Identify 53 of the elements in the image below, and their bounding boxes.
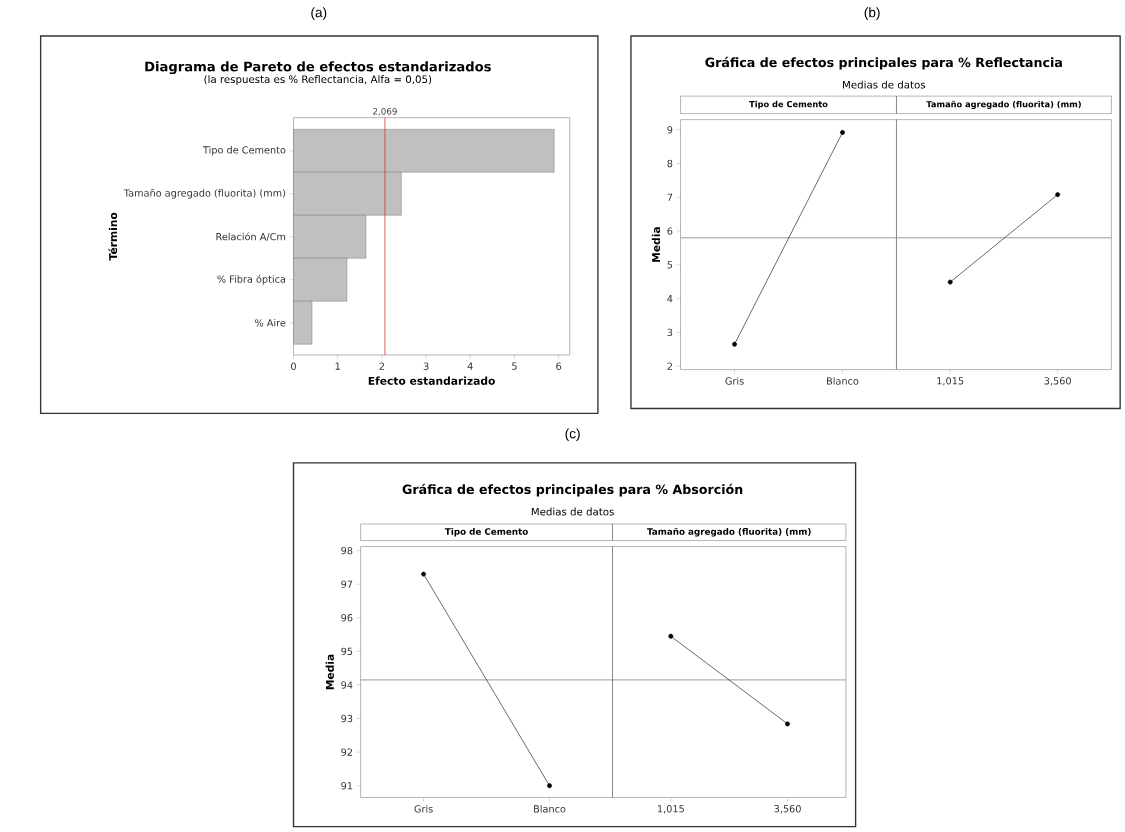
y-tick-label: 91 <box>341 782 353 790</box>
y-axis-title: Media <box>651 227 661 263</box>
y-tick-label: 93 <box>341 715 353 723</box>
x-tick-label: 4 <box>467 362 473 370</box>
chart-title: Tamaño agregado (fluorita) (mm) <box>926 100 1081 110</box>
y-tick-label: 7 <box>667 194 673 202</box>
text: Gráfica de efectos principales para % Reflectancia <box>705 57 1062 70</box>
ref-line-label: 2,069 <box>373 108 397 116</box>
x-tick-label: Blanco <box>827 377 859 385</box>
chart-title: Tipo de Cemento <box>444 528 528 537</box>
chart-title: Diagrama de Pareto de efectos estandarizados <box>145 61 491 75</box>
x-tick-label: 6 <box>556 362 562 371</box>
x-tick-label: 0 <box>291 362 296 371</box>
x-tick-label: 3 <box>423 362 429 371</box>
x-tick-label: 5 <box>512 362 517 371</box>
x-tick-label: 1,015 <box>937 377 964 386</box>
y-tick-label: 95 <box>341 647 353 656</box>
y-tick-label: 9 <box>667 126 673 134</box>
text: Medias de datos <box>843 80 926 89</box>
y-tick-label: 3 <box>667 328 673 337</box>
text: (c) <box>565 428 580 442</box>
y-tick-label: Tamaño agregado (fluorita) (mm) <box>123 189 286 199</box>
x-tick-label: 3,560 <box>774 805 801 814</box>
y-tick-label: % Aire <box>254 319 286 327</box>
chart-title: Tipo de Cemento <box>749 101 828 110</box>
y-tick-label: % Fibra óptica <box>217 275 286 285</box>
y-tick-label: 94 <box>341 681 353 689</box>
y-tick-label: 98 <box>341 547 353 555</box>
x-tick-label: 1,015 <box>657 805 684 814</box>
y-tick-label: 5 <box>667 261 673 269</box>
y-tick-label: 4 <box>667 295 673 303</box>
x-tick-label: 2 <box>379 362 384 371</box>
y-tick-label: 8 <box>667 160 673 168</box>
text: (b) <box>864 7 880 21</box>
y-tick-label: Relación A/Cm <box>216 232 286 242</box>
x-tick-label: Blanco <box>534 805 566 813</box>
y-tick-label: 96 <box>341 614 353 622</box>
x-tick-label: Gris <box>725 377 744 385</box>
x-tick-label: Gris <box>414 805 433 813</box>
chart-title: Tamaño agregado (fluorita) (mm) <box>647 528 811 537</box>
y-tick-label: 92 <box>341 748 353 757</box>
x-axis-title: Efecto estandarizado <box>368 376 495 386</box>
y-axis-title: Media <box>325 654 334 690</box>
y-tick-label: Tipo de Cemento <box>202 146 286 156</box>
text: Medias de datos <box>531 507 614 516</box>
y-tick-label: 6 <box>667 227 673 236</box>
y-tick-label: 97 <box>341 580 353 589</box>
chart-subtitle: (la respuesta es % Reflectancia, Alfa = 0,05) <box>204 75 432 86</box>
y-axis-title: Término <box>108 212 118 261</box>
x-tick-label: 1 <box>335 362 340 370</box>
x-tick-label: 3,560 <box>1044 377 1071 386</box>
text: Gráfica de efectos principales para % Absorción <box>402 484 743 497</box>
text: (a) <box>311 7 327 21</box>
